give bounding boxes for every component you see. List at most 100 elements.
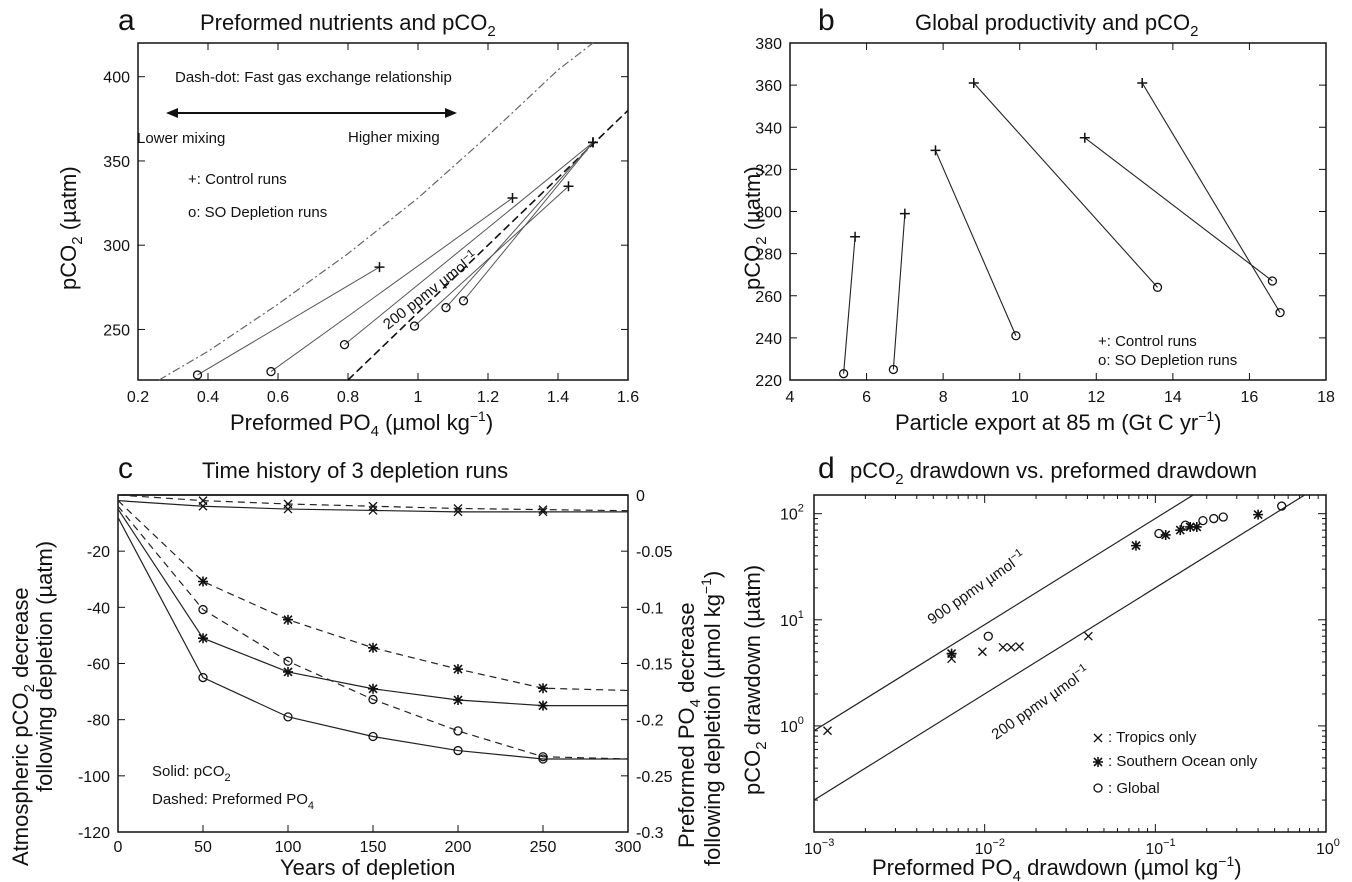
control-run-marker <box>1137 78 1148 89</box>
southern-ocean-marker <box>1191 521 1202 532</box>
panel-c-legend-dashed: Dashed: Preformed PO4 <box>152 791 314 812</box>
line-900-label: 900 ppmv µmol−1 <box>923 547 1028 629</box>
series-marker-star <box>198 576 208 587</box>
control-run-marker <box>930 145 941 156</box>
control-run-marker <box>563 181 574 192</box>
depletion-run-marker <box>1267 276 1278 286</box>
y-tick-label: 400 <box>103 70 130 87</box>
panel-d: d pCO2 drawdown vs. preformed drawdown P… <box>740 452 1340 882</box>
x-tick-label: 8 <box>939 389 948 406</box>
panel-d-legend-global: : Global <box>1108 780 1160 797</box>
fast-exchange-curve <box>158 42 594 381</box>
dashdot-note: Dash-dot: Fast gas exchange relationship <box>175 69 452 86</box>
depletion-run-marker <box>888 364 899 375</box>
series-marker-x <box>368 501 378 511</box>
depletion-run-marker <box>458 296 469 306</box>
panel-b-ylabel: pCO2 (µatm) <box>740 166 770 290</box>
x-tick-label: 1.6 <box>617 389 639 406</box>
y-tick-label-right: -0.05 <box>636 544 673 561</box>
panel-a-ylabel: pCO2 (µatm) <box>56 166 86 290</box>
series-marker-circle <box>283 712 293 722</box>
depletion-run-marker <box>838 369 849 379</box>
x-tick-label: 1.2 <box>477 389 499 406</box>
global-marker <box>1180 520 1191 530</box>
global-marker <box>1198 515 1208 526</box>
panel-d-legend-tropics: : Tropics only <box>1108 729 1197 746</box>
legend-southern-symbol <box>1093 757 1103 767</box>
y-tick-label-left: -100 <box>78 769 110 786</box>
control-depletion-link <box>463 142 594 302</box>
x-tick-label: 0.8 <box>337 389 359 406</box>
y-tick-label: 300 <box>103 238 130 255</box>
southern-ocean-marker <box>1185 521 1196 532</box>
y-tick-label: 340 <box>755 120 782 137</box>
y-tick-label-left: -120 <box>78 825 110 842</box>
series-marker-x <box>198 496 208 506</box>
control-runs-note: +: Control runs <box>188 171 287 188</box>
control-depletion-link <box>843 236 856 374</box>
depletion-run-marker <box>1275 307 1285 318</box>
x-tick-label: 12 <box>1087 389 1105 406</box>
x-tick-label: 0.4 <box>197 389 219 406</box>
arrow-left-head <box>166 108 178 118</box>
southern-ocean-marker <box>1160 529 1171 540</box>
y-tick-label: 260 <box>755 289 782 306</box>
x-tick-label: 250 <box>530 839 557 856</box>
y-tick-label: 101 <box>780 609 804 630</box>
panel-c-title: Time history of 3 depletion runs <box>202 458 508 483</box>
panel-b-xlabel: Particle export at 85 m (Gt C yr−1) <box>895 408 1222 435</box>
panel-c-legend-solid: Solid: pCO2 <box>152 763 231 784</box>
x-tick-label: 10−3 <box>804 837 834 858</box>
control-depletion-link <box>270 197 513 372</box>
slope-label: 200 ppmv µmol−1 <box>379 247 482 333</box>
control-depletion-link <box>197 266 380 376</box>
x-tick-label: 1 <box>414 389 423 406</box>
panel-d-xlabel: Preformed PO4 drawdown (µmol kg−1) <box>872 853 1242 882</box>
panel-a: a Preformed nutrients and pCO2 Preformed… <box>56 4 639 440</box>
y-tick-label-left: -60 <box>87 657 110 674</box>
panel-a-xlabel: Preformed PO4 (µmol kg−1) <box>230 408 493 440</box>
x-tick-label: 200 <box>445 839 472 856</box>
panel-c-xlabel: Years of depletion <box>280 855 455 880</box>
series-marker-circle <box>453 745 463 756</box>
x-tick-label: 300 <box>615 839 642 856</box>
control-run-marker <box>968 78 979 89</box>
legend-tropics-symbol <box>1093 733 1103 743</box>
series-marker-star <box>453 695 463 706</box>
y-tick-label: 350 <box>103 154 130 171</box>
control-depletion-link <box>973 82 1158 288</box>
series-marker-star <box>198 633 208 644</box>
panel-c-ylabel-right-1: Preformed PO4 decrease <box>674 602 704 848</box>
x-tick-label: 14 <box>1164 389 1182 406</box>
control-depletion-link <box>445 142 594 308</box>
panel-c-letter: c <box>118 452 133 485</box>
series-marker-x <box>453 504 463 513</box>
control-run-marker <box>1079 132 1090 143</box>
y-tick-label: 380 <box>755 36 782 53</box>
series-marker-star <box>453 664 463 675</box>
y-tick-label-right: -0.1 <box>636 600 664 617</box>
control-depletion-link <box>1084 137 1273 282</box>
series-marker-x <box>283 499 293 509</box>
depletion-run-marker <box>409 321 420 331</box>
y-tick-label: 250 <box>103 322 130 339</box>
y-tick-label-right: -0.2 <box>636 713 664 730</box>
control-run-marker <box>374 262 385 273</box>
x-tick-label: 100 <box>275 839 302 856</box>
y-tick-label-left: -40 <box>87 600 110 617</box>
x-tick-label: 0.2 <box>127 389 149 406</box>
panel-a-letter: a <box>118 4 135 37</box>
depletion-run-marker <box>441 302 451 313</box>
panel-c-ylabel-right-2: following depletion (µmol kg−1) <box>698 571 725 866</box>
x-tick-label: 10−1 <box>1145 837 1175 858</box>
y-tick-label: 102 <box>780 503 804 524</box>
series-marker-circle <box>198 604 208 615</box>
panel-b-legend-control: +: Control runs <box>1098 333 1197 350</box>
global-marker <box>1218 512 1228 522</box>
x-tick-label: 18 <box>1317 389 1335 406</box>
series-marker-circle <box>368 731 378 742</box>
x-tick-label: 0.6 <box>267 389 289 406</box>
panel-d-ylabel: pCO2 drawdown (µatm) <box>740 565 770 795</box>
y-tick-label: 320 <box>755 162 782 179</box>
